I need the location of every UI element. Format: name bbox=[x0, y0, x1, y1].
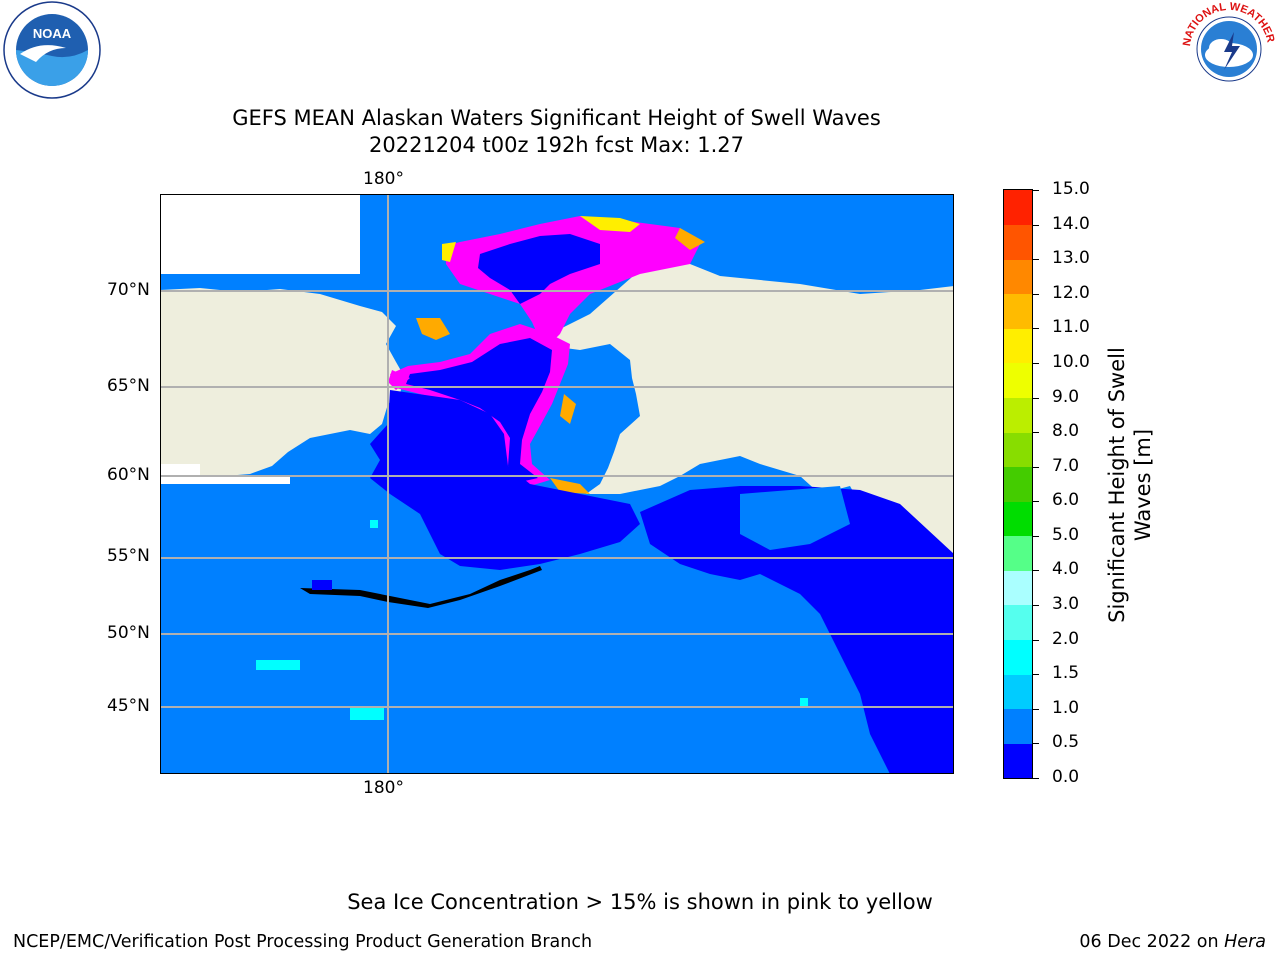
ocean-patch bbox=[740, 486, 850, 550]
lat-label-65: 65°N bbox=[107, 376, 150, 396]
colorbar-tick-label: 4.0 bbox=[1052, 559, 1080, 580]
lat-label-50: 50°N bbox=[107, 623, 150, 643]
colorbar-tick-label: 11.0 bbox=[1052, 317, 1090, 338]
colorbar-tick bbox=[1033, 259, 1039, 261]
colorbar-tick-label: 1.5 bbox=[1052, 663, 1080, 684]
colorbar-tick bbox=[1033, 501, 1039, 503]
sea-ice-note: Sea Ice Concentration > 15% is shown in … bbox=[347, 890, 933, 914]
noaa-logo-text: NOAA bbox=[33, 26, 72, 41]
colorbar-segment bbox=[1004, 224, 1032, 260]
colorbar-segment bbox=[1004, 432, 1032, 468]
colorbar-tick-label: 12.0 bbox=[1052, 282, 1090, 303]
colorbar-segment bbox=[1004, 190, 1032, 225]
swell-height-map bbox=[159, 193, 955, 775]
colorbar-tick bbox=[1033, 674, 1039, 676]
nws-logo: NATIONAL WEATHER SERVICE bbox=[1174, 0, 1280, 98]
bering-strait-water bbox=[406, 338, 552, 482]
colorbar-tick-label: 8.0 bbox=[1052, 421, 1080, 442]
colorbar-tick bbox=[1033, 362, 1039, 364]
colorbar-tick bbox=[1033, 535, 1039, 537]
colorbar-segment bbox=[1004, 328, 1032, 364]
footer-date: 06 Dec 2022 on Hera bbox=[1079, 932, 1266, 952]
footer-date-text: 06 Dec 2022 on bbox=[1079, 932, 1225, 952]
colorbar-tick-label: 14.0 bbox=[1052, 213, 1090, 234]
lat-label-70: 70°N bbox=[107, 280, 150, 300]
lon-label-top: 180° bbox=[363, 169, 404, 189]
colorbar-tick bbox=[1033, 397, 1039, 399]
footer-credit: NCEP/EMC/Verification Post Processing Pr… bbox=[13, 932, 593, 952]
colorbar-tick-label: 6.0 bbox=[1052, 490, 1080, 511]
colorbar-tick bbox=[1033, 778, 1039, 779]
lat-label-45: 45°N bbox=[107, 696, 150, 716]
colorbar-tick bbox=[1033, 639, 1039, 641]
footer-machine: Hera bbox=[1224, 932, 1266, 952]
lat-label-60: 60°N bbox=[107, 465, 150, 485]
colorbar-tick bbox=[1033, 432, 1039, 434]
colorbar bbox=[1003, 189, 1033, 779]
colorbar-tick bbox=[1033, 570, 1039, 572]
map-gridlines bbox=[160, 194, 954, 774]
chart-title: GEFS MEAN Alaskan Waters Significant Hei… bbox=[232, 106, 881, 130]
colorbar-segment bbox=[1004, 259, 1032, 295]
colorbar-segment bbox=[1004, 535, 1032, 571]
colorbar-tick bbox=[1033, 224, 1039, 226]
colorbar-segment bbox=[1004, 362, 1032, 398]
noaa-logo: NOAA bbox=[0, 0, 104, 100]
colorbar-segment bbox=[1004, 501, 1032, 537]
lat-label-55: 55°N bbox=[107, 546, 150, 566]
colorbar-tick-label: 0.5 bbox=[1052, 732, 1080, 753]
colorbar-tick bbox=[1033, 190, 1039, 191]
colorbar-segment bbox=[1004, 674, 1032, 710]
colorbar-tick-label: 9.0 bbox=[1052, 386, 1080, 407]
colorbar-segment bbox=[1004, 293, 1032, 329]
colorbar-tick-label: 13.0 bbox=[1052, 248, 1090, 269]
colorbar-tick bbox=[1033, 293, 1039, 295]
colorbar-segment bbox=[1004, 397, 1032, 433]
colorbar-tick bbox=[1033, 466, 1039, 468]
colorbar-tick-label: 5.0 bbox=[1052, 524, 1080, 545]
colorbar-tick-label: 1.0 bbox=[1052, 697, 1080, 718]
chart-subtitle: 20221204 t00z 192h fcst Max: 1.27 bbox=[369, 133, 744, 157]
bering-sea bbox=[370, 390, 640, 570]
colorbar-segment bbox=[1004, 466, 1032, 502]
aleutian-islands bbox=[300, 566, 542, 608]
colorbar-tick bbox=[1033, 743, 1039, 745]
colorbar-title: Significant Height of Swell Waves [m] bbox=[1105, 347, 1155, 623]
colorbar-tick-label: 10.0 bbox=[1052, 351, 1090, 372]
land-alaska bbox=[540, 260, 954, 564]
colorbar-tick bbox=[1033, 605, 1039, 607]
colorbar-tick-label: 3.0 bbox=[1052, 594, 1080, 615]
colorbar-tick-label: 0.0 bbox=[1052, 767, 1080, 787]
colorbar-tick bbox=[1033, 708, 1039, 710]
colorbar-segment bbox=[1004, 708, 1032, 744]
lon-label-bottom: 180° bbox=[363, 778, 404, 798]
colorbar-segment bbox=[1004, 570, 1032, 606]
ice-chukchi-inner bbox=[478, 234, 600, 304]
ice-edge-yellow bbox=[580, 216, 640, 232]
colorbar-segment bbox=[1004, 639, 1032, 675]
colorbar-tick-label: 7.0 bbox=[1052, 455, 1080, 476]
colorbar-tick-label: 15.0 bbox=[1052, 179, 1090, 199]
colorbar-tick bbox=[1033, 328, 1039, 330]
colorbar-segment bbox=[1004, 743, 1032, 779]
colorbar-segment bbox=[1004, 605, 1032, 641]
colorbar-tick-label: 2.0 bbox=[1052, 628, 1080, 649]
